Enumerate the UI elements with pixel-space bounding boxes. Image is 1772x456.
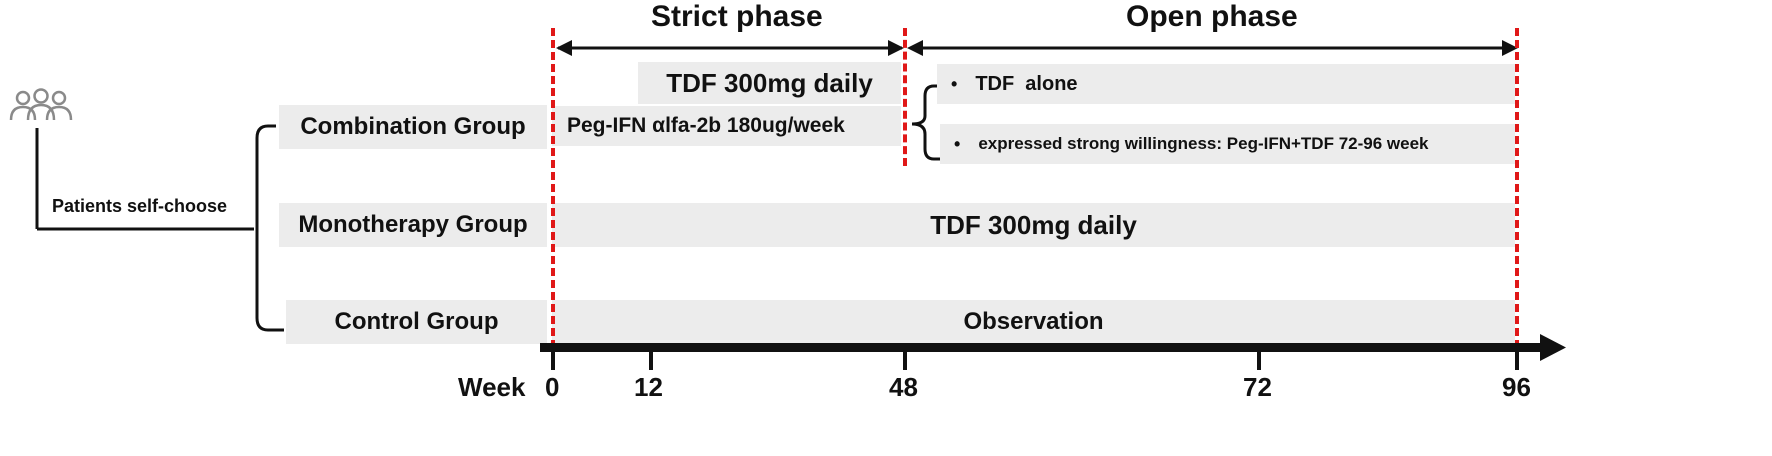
tick-mark	[1515, 352, 1519, 370]
tick-mark	[649, 352, 653, 370]
combination-tdf-box: TDF 300mg daily	[638, 62, 901, 104]
tick-label-48: 48	[889, 372, 918, 402]
open-option-peg-ifn-tdf: • expressed strong willingness: Peg-IFN+…	[940, 124, 1515, 164]
tick-mark	[551, 352, 555, 370]
tick-mark	[903, 352, 907, 370]
combination-peg-ifn-box: Peg-IFN αlfa-2b 180ug/week	[552, 106, 901, 146]
week-0-dashed-line	[551, 28, 555, 348]
open-phase-title: Open phase	[1126, 0, 1298, 33]
open-option-1-text: TDF alone	[975, 72, 1078, 95]
axis-arrowhead	[1540, 334, 1566, 361]
patients-self-choose-label: Patients self-choose	[52, 196, 228, 216]
tick-label-72: 72	[1243, 372, 1272, 402]
monotherapy-tdf-box: TDF 300mg daily	[552, 203, 1515, 247]
week-48-dashed-line	[903, 28, 907, 166]
combination-group-label: Combination Group	[279, 105, 547, 149]
axis-week-label: Week	[458, 372, 526, 402]
open-option-tdf-alone: • TDF alone	[937, 64, 1515, 104]
combination-peg-ifn-text: Peg-IFN αlfa-2b 180ug/week	[567, 114, 845, 137]
strict-phase-title: Strict phase	[651, 0, 823, 33]
control-group-label: Control Group	[286, 300, 547, 344]
tick-label-96: 96	[1502, 372, 1531, 402]
bullet-marker: •	[951, 73, 958, 94]
group-bracket	[255, 124, 284, 332]
tick-label-0: 0	[545, 372, 560, 402]
tick-label-12: 12	[634, 372, 663, 402]
open-option-2-text: expressed strong willingness: Peg-IFN+TD…	[978, 134, 1429, 153]
control-observation-box: Observation	[552, 300, 1515, 344]
monotherapy-group-label: Monotherapy Group	[279, 203, 547, 247]
bullet-marker: •	[954, 133, 961, 154]
open-phase-brace	[911, 84, 942, 161]
week-96-dashed-line	[1515, 28, 1519, 348]
people-group-icon	[6, 86, 76, 126]
tick-mark	[1257, 352, 1261, 370]
